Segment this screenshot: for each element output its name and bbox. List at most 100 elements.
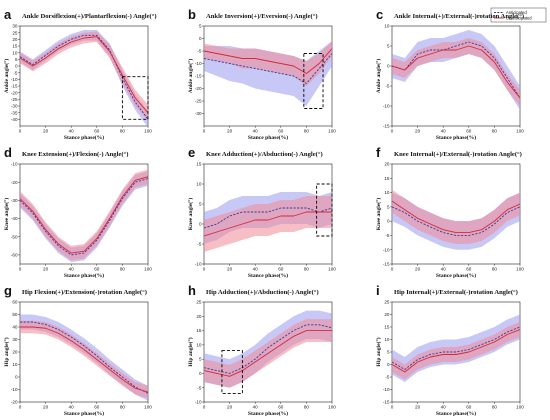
series-line-anticipated bbox=[20, 34, 148, 120]
y-tick-label: 30 bbox=[12, 24, 18, 29]
x-tick-label: 20 bbox=[227, 405, 233, 410]
y-tick-label: 0 bbox=[387, 362, 390, 367]
y-tick-label: 5 bbox=[199, 24, 202, 29]
highlight-box bbox=[221, 350, 243, 394]
series-line-anticipated bbox=[20, 321, 148, 394]
y-tick-label: 40 bbox=[12, 325, 18, 330]
y-tick-label: 0 bbox=[199, 222, 202, 227]
x-tick-label: 100 bbox=[328, 129, 336, 134]
x-tick-label: 0 bbox=[19, 267, 22, 272]
x-tick-label: 20 bbox=[415, 405, 421, 410]
series-line-unanticipated bbox=[20, 326, 148, 393]
y-tick-label: 5 bbox=[387, 44, 390, 49]
y-tick-label: -5 bbox=[385, 84, 390, 89]
band-unanticipated bbox=[20, 31, 148, 121]
y-tick-label: 10 bbox=[196, 182, 202, 187]
panel-title: Hip Adduction(+)/Abduction(-) Angle(°) bbox=[206, 289, 319, 296]
x-tick-label: 0 bbox=[19, 129, 22, 134]
y-tick-label: -10 bbox=[11, 77, 18, 82]
highlight-box bbox=[121, 76, 149, 120]
y-tick-label: 5 bbox=[199, 357, 202, 362]
y-tick-label: -30 bbox=[11, 104, 18, 109]
series-line-unanticipated bbox=[204, 48, 332, 74]
x-tick-label: 80 bbox=[120, 267, 126, 272]
y-tick-label: -10 bbox=[11, 387, 18, 392]
panel-e: e Knee Adduction(+)/Abduction(-) Angle(°)… bbox=[187, 145, 336, 279]
y-tick-label: -5 bbox=[385, 375, 390, 380]
x-axis-label: Stance phase(%) bbox=[436, 410, 476, 417]
panel-title: Knee Extension(+)/Flexion(-) Angle(°) bbox=[22, 151, 128, 158]
band-unanticipated bbox=[392, 322, 520, 380]
y-tick-label: -10 bbox=[195, 400, 202, 405]
x-tick-label: 100 bbox=[516, 405, 524, 410]
x-axis-label: Stance phase(%) bbox=[436, 272, 476, 279]
x-tick-label: 40 bbox=[441, 405, 447, 410]
panel-f: f Knee Internal(+)/External(-)rotation An… bbox=[375, 145, 524, 279]
x-axis-label: Stance phase(%) bbox=[248, 134, 288, 141]
panel-i: i Hip Internal(+)/External(-)rotation Ang… bbox=[375, 283, 524, 417]
y-tick-label: 50 bbox=[12, 312, 18, 317]
panel-label: b bbox=[188, 7, 196, 22]
band-unanticipated bbox=[20, 169, 148, 261]
x-tick-label: 40 bbox=[69, 129, 75, 134]
y-tick-label: -5 bbox=[385, 233, 390, 238]
x-tick-label: 80 bbox=[304, 129, 310, 134]
panel-label: f bbox=[376, 145, 381, 160]
plot-frame bbox=[203, 301, 333, 403]
y-tick-label: -15 bbox=[11, 84, 18, 89]
panel-title: Hip Flexion(+)/Extension(-)rotation Angl… bbox=[22, 289, 147, 296]
x-tick-label: 80 bbox=[492, 129, 498, 134]
y-tick-label: -50 bbox=[11, 234, 18, 239]
x-tick-label: 20 bbox=[43, 405, 49, 410]
y-axis-label: Hip angle(°) bbox=[187, 337, 194, 366]
y-tick-label: -15 bbox=[383, 262, 390, 267]
x-tick-label: 40 bbox=[253, 129, 259, 134]
y-tick-label: -10 bbox=[383, 104, 390, 109]
panel-label: d bbox=[4, 145, 12, 160]
panel-title: Ankle Internal(+)/External(-)rotation An… bbox=[394, 13, 524, 20]
x-tick-label: 20 bbox=[43, 267, 49, 272]
x-tick-label: 80 bbox=[120, 405, 126, 410]
y-tick-label: 30 bbox=[12, 337, 18, 342]
x-tick-label: 0 bbox=[203, 129, 206, 134]
y-tick-label: -5 bbox=[197, 242, 202, 247]
plot-frame bbox=[19, 163, 149, 265]
y-axis-label: Hip angle(°) bbox=[375, 337, 382, 366]
y-tick-label: 10 bbox=[384, 337, 390, 342]
y-axis-label: Ankle angle(°) bbox=[375, 59, 382, 94]
y-tick-label: 10 bbox=[384, 24, 390, 29]
highlight-box bbox=[316, 183, 333, 237]
y-tick-label: 0 bbox=[387, 64, 390, 69]
series-line-anticipated bbox=[204, 53, 332, 84]
y-axis-label: Knee angle(°) bbox=[187, 198, 194, 231]
y-tick-label: 25 bbox=[384, 300, 390, 305]
x-tick-label: 80 bbox=[304, 267, 310, 272]
panel-a: a Ankle Dorsiflexion(+)/Plantarflexion(-)… bbox=[3, 7, 157, 141]
x-tick-label: 20 bbox=[43, 129, 49, 134]
y-tick-label: 15 bbox=[384, 176, 390, 181]
band-unanticipated bbox=[20, 320, 148, 399]
series-line-anticipated bbox=[204, 207, 332, 229]
plot-frame bbox=[19, 25, 149, 127]
x-tick-label: 40 bbox=[253, 405, 259, 410]
x-axis-label: Stance phase(%) bbox=[436, 134, 476, 141]
band-anticipated bbox=[20, 30, 148, 126]
y-axis-label: Knee angle(°) bbox=[3, 198, 10, 231]
series-line-anticipated bbox=[204, 324, 332, 374]
x-tick-label: 20 bbox=[415, 267, 421, 272]
y-tick-label: 10 bbox=[12, 362, 18, 367]
series-line-unanticipated bbox=[20, 176, 148, 254]
plot-area bbox=[392, 314, 520, 382]
x-tick-label: 0 bbox=[391, 129, 394, 134]
y-tick-label: 15 bbox=[384, 325, 390, 330]
y-tick-label: -20 bbox=[11, 180, 18, 185]
plot-area bbox=[20, 169, 148, 263]
y-tick-label: -5 bbox=[197, 385, 202, 390]
x-tick-label: 60 bbox=[278, 267, 284, 272]
series-line-anticipated bbox=[20, 178, 148, 256]
panel-title: Knee Adduction(+)/Abduction(-) Angle(°) bbox=[206, 151, 323, 158]
series-line-anticipated bbox=[392, 326, 520, 370]
y-tick-label: -10 bbox=[195, 262, 202, 267]
y-tick-label: -15 bbox=[383, 400, 390, 405]
